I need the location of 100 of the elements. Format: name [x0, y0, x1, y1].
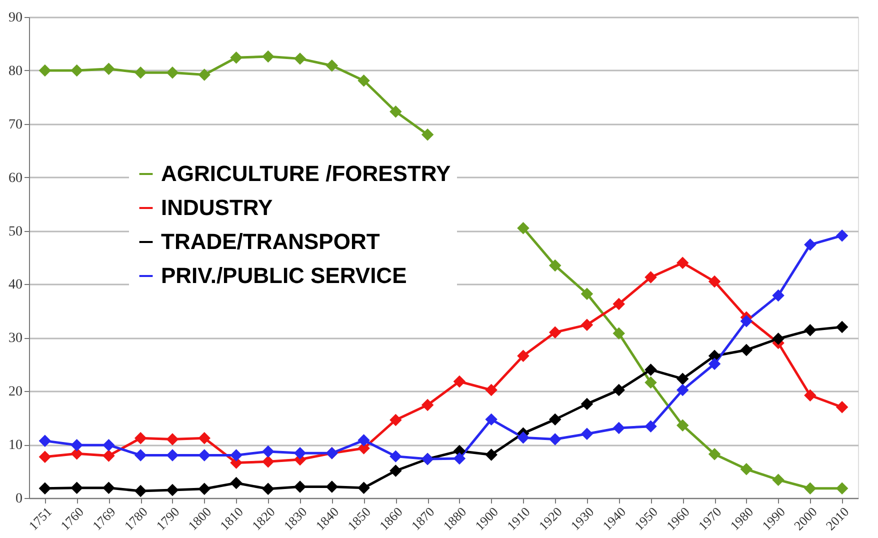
point: [38, 450, 52, 463]
point: [676, 419, 689, 432]
point: [326, 480, 338, 493]
point: [390, 105, 402, 118]
point: [580, 318, 594, 331]
y-tick-label: 60: [8, 170, 22, 186]
point: [548, 413, 562, 426]
point: [836, 482, 848, 495]
point: [421, 128, 434, 141]
y-tick-label: 70: [8, 117, 22, 132]
point: [134, 432, 147, 444]
point: [294, 446, 306, 460]
point: [804, 324, 816, 336]
point: [262, 456, 274, 468]
point: [102, 482, 115, 494]
point: [326, 60, 338, 72]
point: [580, 428, 594, 440]
point: [804, 389, 816, 402]
point: [740, 463, 753, 476]
point: [198, 68, 210, 81]
point: [70, 438, 83, 452]
point: [262, 482, 274, 496]
point: [102, 450, 115, 462]
y-tick-label: 40: [8, 278, 22, 293]
point: [70, 64, 83, 77]
point: [612, 327, 625, 340]
point: [580, 288, 594, 300]
point: [804, 238, 816, 251]
point: [517, 222, 530, 234]
point: [836, 229, 848, 242]
point: [421, 398, 434, 412]
point: [644, 364, 657, 376]
point: [70, 482, 83, 494]
legend-label: TRADE/TRANSPORT: [161, 229, 380, 254]
point: [708, 448, 721, 460]
point: [230, 476, 242, 490]
point: [166, 484, 179, 496]
point: [38, 64, 52, 77]
point: [580, 398, 594, 410]
point: [166, 433, 179, 446]
legend-label: PRIV./PUBLIC SERVICE: [161, 263, 407, 288]
point: [390, 450, 402, 462]
point: [517, 350, 530, 362]
point: [676, 384, 689, 396]
point: [230, 51, 242, 64]
point: [485, 448, 498, 461]
point: [358, 434, 370, 446]
point: [390, 414, 402, 426]
point: [358, 482, 370, 494]
point: [38, 434, 52, 447]
point: [548, 326, 562, 338]
point: [294, 480, 306, 493]
point: [390, 464, 402, 477]
point: [772, 289, 784, 302]
legend-label: INDUSTRY: [161, 195, 273, 220]
point: [262, 50, 274, 63]
point: [358, 74, 370, 87]
point: [230, 449, 242, 462]
point: [294, 52, 306, 65]
point: [708, 275, 721, 288]
y-tick-label: 0: [16, 492, 22, 506]
point: [453, 375, 466, 388]
point: [708, 358, 721, 370]
point: [612, 422, 625, 434]
point: [198, 432, 210, 444]
y-tick-label: 90: [8, 10, 22, 26]
y-tick-label: 80: [8, 64, 22, 79]
point: [70, 448, 83, 460]
point: [836, 401, 848, 414]
point: [166, 449, 179, 462]
point: [804, 482, 816, 495]
y-tick-label: 10: [8, 438, 22, 454]
point: [772, 474, 784, 486]
point: [102, 62, 115, 75]
y-tick-label: 30: [8, 331, 22, 346]
point: [38, 482, 52, 495]
point: [102, 438, 115, 452]
point: [740, 344, 753, 356]
point: [836, 320, 848, 334]
point: [134, 66, 147, 79]
point: [644, 271, 657, 284]
point: [676, 256, 689, 269]
point: [485, 384, 498, 396]
legend-label: AGRICULTURE /FORESTRY: [161, 161, 451, 186]
point: [676, 372, 689, 385]
point: [740, 314, 753, 328]
point: [548, 433, 562, 446]
point: [612, 384, 625, 396]
point: [548, 259, 562, 272]
point: [517, 431, 530, 444]
point: [166, 66, 179, 79]
point: [134, 484, 147, 498]
point: [134, 449, 147, 462]
point: [644, 420, 657, 433]
y-tick-label: 20: [8, 384, 22, 400]
point: [612, 298, 625, 310]
point: [198, 449, 210, 462]
point: [453, 452, 466, 465]
point: [772, 332, 784, 345]
point: [485, 413, 498, 426]
